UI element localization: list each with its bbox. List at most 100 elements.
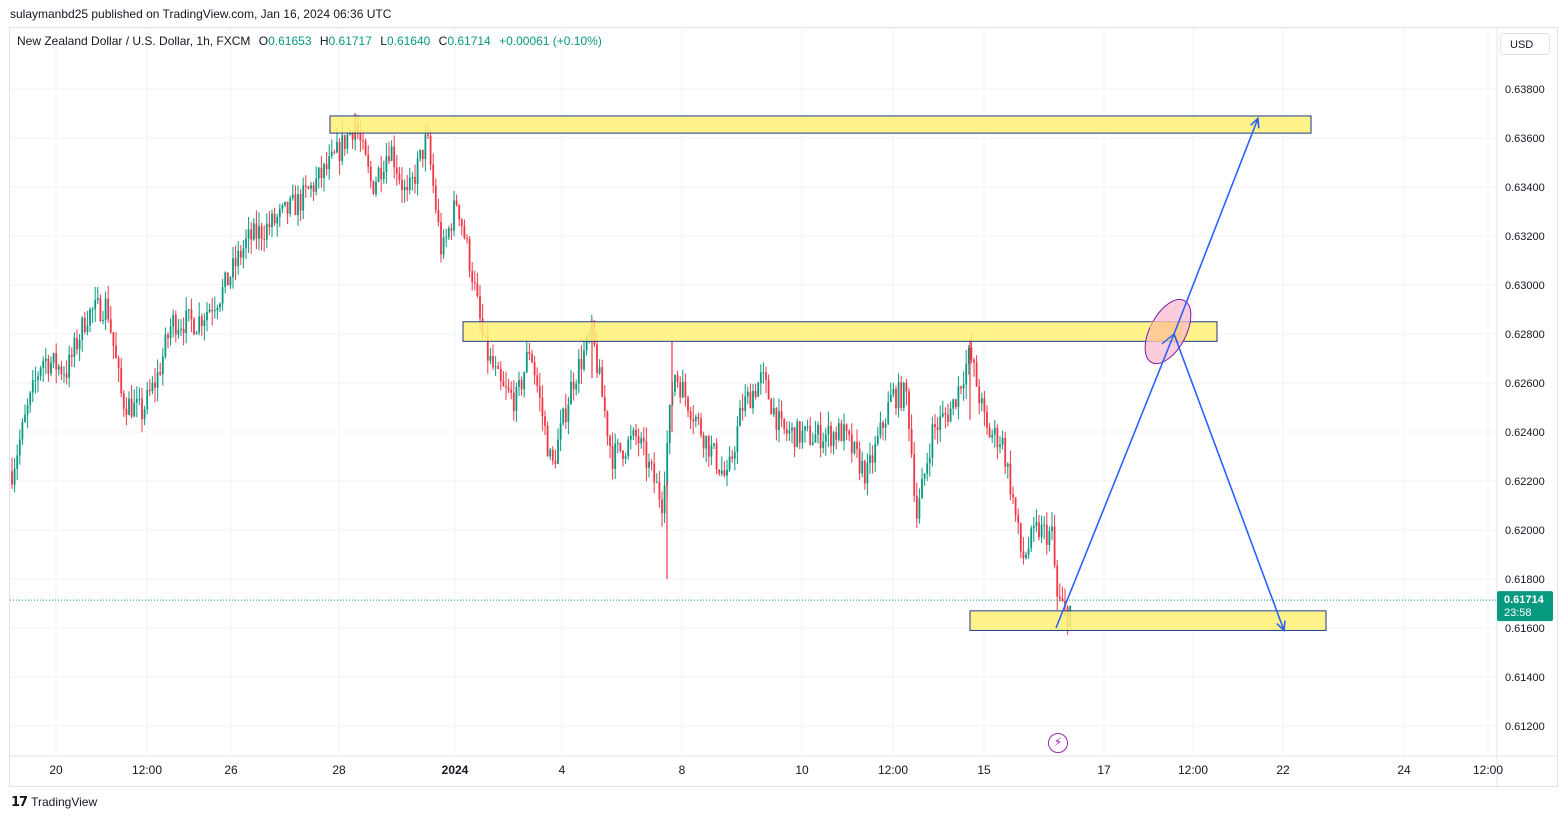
y-tick-label: 0.61600 [1505, 623, 1545, 635]
middle-resistance-zone[interactable] [462, 321, 1218, 342]
candle [154, 368, 156, 403]
y-tick-label: 0.62400 [1505, 427, 1545, 439]
candle [416, 151, 419, 196]
candle [515, 382, 518, 422]
candle [112, 332, 115, 360]
candle [861, 451, 864, 478]
candle [814, 420, 817, 443]
candle [497, 361, 500, 370]
candle [843, 413, 845, 451]
candle [663, 471, 666, 523]
candle [250, 222, 253, 254]
candle [653, 452, 656, 494]
candle [713, 442, 715, 450]
candle [273, 207, 276, 227]
projection-path-down[interactable] [1173, 333, 1285, 631]
candle [536, 367, 539, 393]
candle [445, 228, 448, 248]
symbol-title: New Zealand Dollar / U.S. Dollar, 1h, FX… [17, 34, 251, 48]
candle [177, 319, 180, 339]
candle [203, 313, 206, 341]
candle [993, 419, 996, 448]
candle [684, 373, 687, 407]
candle [923, 472, 926, 486]
arrow-up-head [1250, 116, 1260, 129]
candle [398, 166, 401, 185]
candle [185, 297, 188, 344]
candle [1017, 508, 1020, 534]
candle [466, 234, 468, 244]
candle [564, 394, 567, 430]
candle [60, 360, 63, 381]
projection-lines[interactable] [1055, 116, 1286, 633]
candle [406, 174, 409, 202]
candle [655, 473, 658, 484]
candle [510, 381, 513, 400]
close-label: C [438, 34, 448, 48]
candle [463, 219, 466, 240]
candle [86, 310, 89, 336]
y-tick-label: 0.63200 [1505, 231, 1545, 243]
candle [102, 310, 104, 325]
x-tick-label: 28 [332, 763, 346, 777]
candle [234, 245, 237, 281]
candle [715, 438, 718, 475]
candle [957, 376, 960, 420]
candle [619, 442, 622, 453]
zones[interactable] [329, 115, 1327, 631]
chart-frame[interactable] [9, 27, 1558, 787]
candle [395, 154, 398, 186]
candle [271, 209, 273, 238]
candle [983, 390, 986, 427]
candle [213, 296, 216, 319]
candle [1001, 430, 1004, 450]
candle [780, 400, 783, 428]
candle [141, 387, 143, 433]
candle [965, 349, 968, 399]
candle [385, 142, 388, 184]
candle [1043, 516, 1046, 540]
candle [770, 397, 773, 415]
currency-button[interactable]: USD [1500, 33, 1550, 55]
candle [206, 302, 208, 332]
flash-icon[interactable]: ⚡ [1048, 733, 1068, 753]
change-value: +0.00061 (+0.10%) [499, 34, 602, 48]
candle [343, 134, 346, 156]
y-tick-label: 0.63800 [1505, 84, 1545, 96]
candle [947, 403, 949, 427]
candle [323, 162, 325, 192]
candle [837, 418, 840, 442]
candle [889, 382, 892, 403]
candle [762, 362, 765, 384]
candle [375, 176, 377, 197]
candle [294, 185, 297, 216]
candle [765, 366, 767, 394]
upper-resistance-zone[interactable] [329, 115, 1312, 134]
candle [549, 447, 552, 460]
candle [55, 343, 58, 384]
candle [866, 453, 869, 496]
candle [557, 428, 559, 465]
candle [606, 410, 609, 446]
candle [996, 424, 999, 459]
lower-support-zone[interactable] [969, 610, 1327, 631]
projection-path-up[interactable] [1055, 118, 1259, 629]
footer-branding: 𝟭𝟳 TradingView [11, 794, 97, 810]
candle [182, 317, 185, 346]
candle [414, 164, 416, 194]
candle [130, 385, 133, 419]
candle [47, 354, 50, 382]
y-tick-label: 0.62000 [1505, 525, 1545, 537]
candle [1051, 512, 1053, 541]
candle [289, 195, 292, 217]
candle [902, 381, 905, 412]
candle [237, 241, 240, 275]
candle [245, 229, 247, 260]
candle [559, 409, 562, 451]
candle [13, 458, 16, 493]
y-tick-label: 0.62200 [1505, 476, 1545, 488]
candle [853, 441, 856, 455]
candle [78, 334, 81, 361]
candle [637, 428, 640, 457]
